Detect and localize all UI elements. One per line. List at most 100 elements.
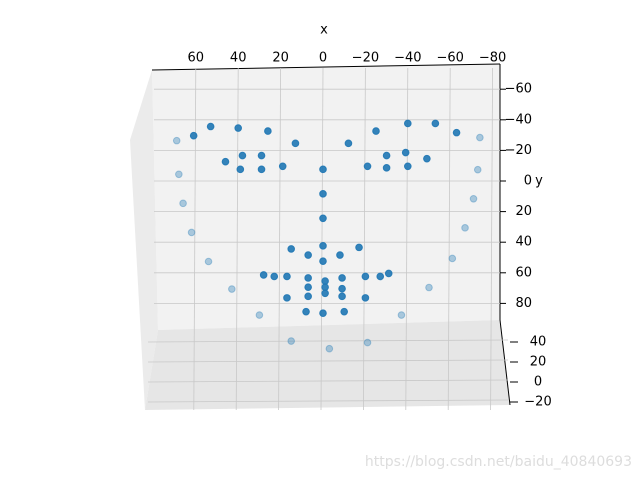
y-tick-label: 0 [524,174,532,189]
point [228,285,236,293]
point [321,289,329,298]
point [172,136,181,145]
point [204,257,213,266]
point [283,272,291,281]
y-tick-label: 60 [515,265,532,280]
point [255,311,264,319]
point [473,165,482,174]
grid-line [490,67,493,411]
point [238,151,247,160]
point [304,274,312,282]
point [319,242,327,250]
point [363,162,372,171]
point [452,128,461,137]
point [304,283,312,291]
z-tick-label: 20 [530,355,547,370]
point [384,269,393,278]
y-tick-label: −40 [505,112,532,127]
point [344,139,353,148]
point [236,165,245,174]
point [361,272,370,281]
point [401,148,410,157]
point [361,294,370,302]
grid-line [320,67,324,411]
x-tick-label: −80 [479,51,506,66]
y-tick-label: −20 [505,143,532,158]
x-axis-line [151,63,501,71]
point [175,170,183,179]
point [338,284,346,293]
z-tick-label: 0 [534,375,542,390]
x-tick-label: 20 [272,51,289,66]
point [461,224,469,232]
point [287,245,296,253]
point [363,338,372,347]
x-tick-label: 0 [319,51,327,66]
point [287,337,296,345]
point [397,311,406,319]
z-tick-label: 40 [530,335,547,350]
y-tick-label: −60 [505,82,532,97]
point [355,243,363,252]
point [476,133,484,142]
y-axis-label: y [535,174,543,189]
grid-line [147,399,509,403]
point [382,164,391,172]
point [283,294,291,302]
point [270,272,279,281]
point [291,139,300,148]
x-tick-label: −20 [352,51,379,66]
point [302,307,310,316]
point [431,119,440,128]
point [264,127,272,135]
point [319,165,327,174]
point [278,162,287,171]
grid-line [447,67,451,411]
point [206,122,215,131]
point [319,257,327,265]
x-tick-label: −40 [394,51,421,66]
grid-line [278,67,281,411]
point [259,271,268,279]
point [319,190,327,198]
point [404,162,412,171]
point [338,274,346,282]
z-axis-line [499,319,511,406]
point [189,131,198,140]
z-tick-label: −20 [524,395,551,410]
point [257,165,266,174]
side-pane [130,70,158,410]
point [319,309,327,317]
point [234,124,242,132]
point [304,292,312,301]
point [304,251,312,259]
point [221,157,230,166]
y-tick-label: 80 [515,296,532,311]
grid-line [147,379,509,383]
point [325,344,334,353]
floor-pane [145,320,510,410]
x-tick-label: 40 [230,51,247,66]
point [423,154,431,163]
point [382,151,391,160]
point [340,307,349,316]
y-tick-label: 20 [515,204,532,219]
point [469,194,478,203]
x-axis-label: x [320,23,328,38]
y-tick-label: 40 [515,235,532,250]
point [376,272,385,281]
grid-line [147,339,509,343]
point [404,119,412,128]
points [172,119,484,353]
grid-line [193,67,197,411]
point [179,199,187,208]
x-tick-label: −60 [436,51,463,66]
watermark: https://blog.csdn.net/baidu_40840693 [365,454,632,470]
x-tick-label: 60 [188,51,205,66]
point [187,228,196,237]
point [319,214,327,223]
point [321,277,329,285]
grid-line [363,67,366,411]
point [257,151,266,160]
point [425,283,433,292]
